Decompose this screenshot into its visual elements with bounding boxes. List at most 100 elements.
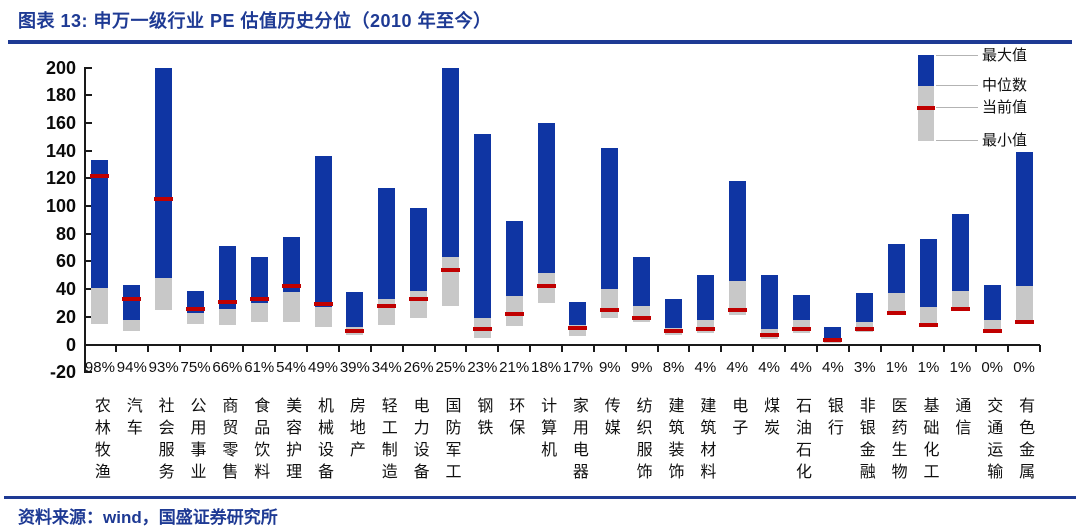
percentile-label: 23% (467, 359, 498, 376)
percentile-label: 4% (726, 359, 749, 376)
range-bar-lower (282, 291, 300, 323)
y-axis-tick (84, 122, 92, 125)
current-value-marker (154, 197, 174, 202)
percentile-label: 94% (116, 359, 147, 376)
category-label: 钢铁 (474, 397, 492, 441)
category-label: 煤炭 (761, 397, 779, 441)
category-label: 房地产 (346, 397, 364, 463)
current-value-marker (313, 302, 333, 307)
range-bar-lower (250, 302, 268, 323)
current-value-marker (377, 303, 397, 308)
percentile-label: 1% (917, 359, 940, 376)
y-axis-tick (84, 94, 92, 97)
range-bar-upper (1015, 152, 1033, 287)
legend-leader-line (936, 85, 978, 86)
range-bar-upper (250, 257, 268, 303)
current-value-marker (472, 327, 492, 332)
current-value-marker (186, 306, 206, 311)
category-label: 传媒 (601, 397, 619, 441)
percentile-label: 49% (307, 359, 339, 376)
percentile-label: 4% (790, 359, 812, 376)
y-axis-tick (84, 260, 92, 263)
range-bar-lower (919, 307, 937, 326)
legend-current-swatch (917, 106, 935, 110)
current-value-marker (504, 312, 524, 317)
range-bar-upper (665, 298, 683, 328)
current-value-marker (440, 267, 460, 272)
range-bar-upper (728, 181, 746, 281)
category-label: 交通运输 (984, 397, 1002, 485)
percentile-label: 34% (371, 359, 402, 376)
range-bar-upper (792, 294, 810, 320)
category-label: 机械设备 (315, 397, 332, 485)
range-bar-upper (441, 67, 459, 258)
range-bar-lower (951, 290, 969, 309)
current-value-marker (632, 316, 652, 321)
percentile-label: 39% (339, 359, 370, 376)
percentile-label: 54% (276, 359, 307, 376)
x-axis-tick (274, 344, 277, 352)
x-axis-tick (1007, 344, 1010, 352)
current-value-marker (695, 327, 715, 332)
range-bar-lower (410, 290, 428, 319)
x-axis-tick (401, 344, 404, 352)
percentile-label: 93% (148, 359, 179, 376)
y-axis-label: 80 (55, 223, 76, 244)
legend-leader-line (936, 107, 978, 108)
category-label: 汽车 (123, 397, 141, 441)
category-label: 非银金融 (856, 397, 874, 485)
y-axis-tick (84, 371, 92, 374)
y-axis-label: 120 (45, 168, 76, 189)
category-label: 社会服务 (155, 397, 173, 485)
current-value-marker (281, 284, 301, 289)
legend-median-swatch (918, 86, 934, 141)
percentile-label: 61% (244, 359, 275, 376)
category-label: 电子 (729, 397, 747, 441)
x-axis-tick (752, 344, 755, 352)
x-axis-tick (975, 344, 978, 352)
category-label: 食品饮料 (251, 397, 269, 485)
legend-label: 最大值 (982, 48, 1028, 64)
range-bar-upper (346, 291, 364, 327)
range-bar-upper (633, 257, 651, 306)
category-label: 国防军工 (442, 397, 460, 485)
x-axis-tick (688, 344, 691, 352)
range-bar-upper (123, 285, 141, 320)
y-axis-label: 20 (55, 306, 76, 327)
x-axis-tick (306, 344, 309, 352)
current-value-marker (122, 296, 142, 301)
current-value-marker (249, 296, 269, 301)
category-label: 银行 (824, 397, 842, 441)
range-bar-upper (601, 148, 619, 290)
category-label: 环保 (506, 397, 524, 441)
range-bar-upper (951, 214, 969, 291)
legend-label: 最小值 (982, 133, 1028, 149)
current-value-marker (600, 307, 620, 312)
range-bar-lower (441, 257, 459, 306)
x-axis-tick (720, 344, 723, 352)
x-axis-tick (656, 344, 659, 352)
x-axis-tick (146, 344, 149, 352)
percentile-label: 26% (403, 359, 434, 376)
current-value-marker (536, 284, 556, 289)
range-bar-lower (187, 312, 205, 324)
category-label: 农林牧渔 (91, 397, 109, 485)
percentile-label: 1% (949, 359, 972, 376)
x-axis-tick (178, 344, 181, 352)
range-bar-lower (505, 296, 523, 327)
range-bar-upper (569, 301, 587, 326)
x-axis-tick (879, 344, 882, 352)
y-axis-label: 40 (55, 279, 76, 300)
percentile-label: 98% (84, 359, 115, 376)
range-bar-upper (378, 188, 396, 299)
range-bar-lower (314, 307, 332, 327)
legend-leader-line (936, 140, 978, 141)
percentile-label: 9% (598, 359, 621, 376)
category-label: 有色金属 (1016, 397, 1034, 485)
percentile-label: 0% (1013, 359, 1035, 376)
y-axis-label: 60 (55, 251, 76, 272)
range-bar-upper (919, 239, 937, 308)
x-axis-tick (911, 344, 914, 352)
current-value-marker (950, 306, 970, 311)
range-bar-upper (314, 156, 332, 308)
